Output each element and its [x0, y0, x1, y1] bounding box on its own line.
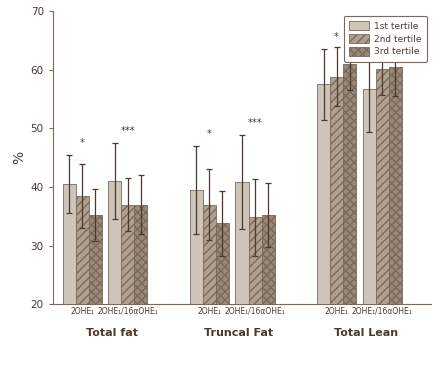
Legend: 1st tertile, 2nd tertile, 3rd tertile: 1st tertile, 2nd tertile, 3rd tertile [344, 16, 427, 62]
Text: Total fat: Total fat [85, 328, 138, 338]
Bar [389, 67, 402, 371]
Bar [76, 196, 89, 371]
Bar [343, 64, 356, 371]
Text: ***: *** [121, 126, 135, 136]
Bar [216, 223, 229, 371]
Bar [376, 69, 389, 371]
Bar [203, 204, 216, 371]
Text: *: * [80, 138, 84, 148]
Text: Truncal Fat: Truncal Fat [204, 328, 273, 338]
Bar [62, 184, 76, 371]
Text: *: * [207, 129, 212, 139]
Text: ***: *** [248, 118, 262, 128]
Bar [363, 89, 376, 371]
Text: ***: *** [375, 27, 389, 37]
Bar [190, 190, 203, 371]
Bar [121, 204, 134, 371]
Text: Total Lean: Total Lean [334, 328, 398, 338]
Y-axis label: %: % [12, 151, 26, 164]
Bar [249, 217, 261, 371]
Bar [330, 77, 343, 371]
Bar [235, 182, 249, 371]
Bar [89, 215, 102, 371]
Text: *: * [334, 32, 339, 42]
Bar [261, 215, 275, 371]
Bar [317, 85, 330, 371]
Bar [108, 181, 121, 371]
Bar [134, 204, 147, 371]
